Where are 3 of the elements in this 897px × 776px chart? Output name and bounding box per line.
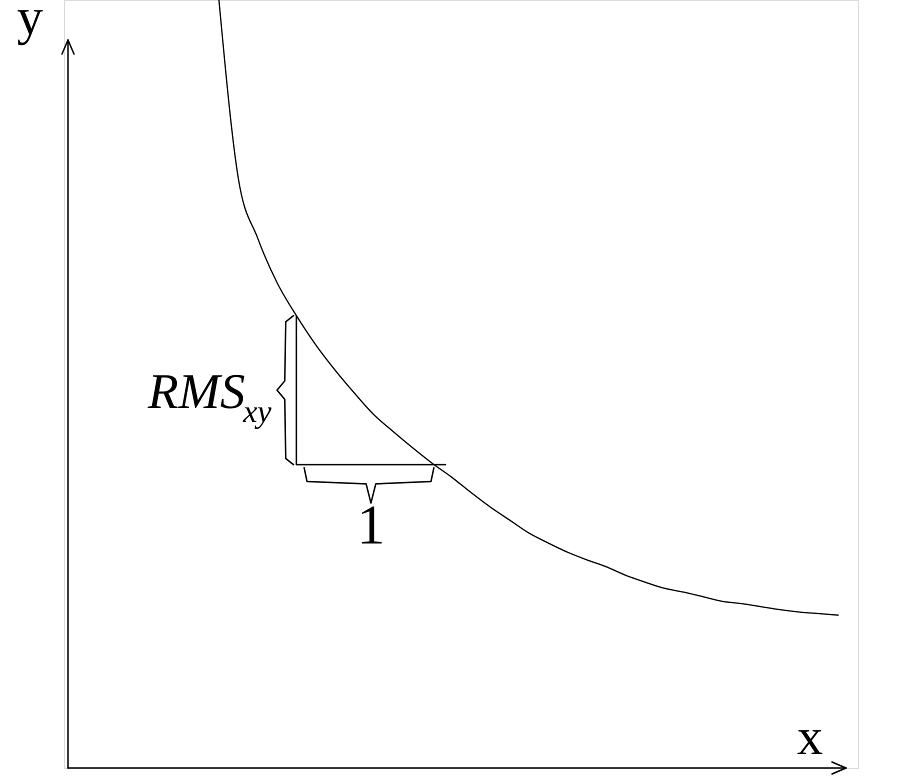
y-axis-title: y bbox=[17, 0, 43, 46]
annotation: 1 bbox=[356, 494, 385, 557]
x-axis-title: x bbox=[797, 709, 823, 766]
